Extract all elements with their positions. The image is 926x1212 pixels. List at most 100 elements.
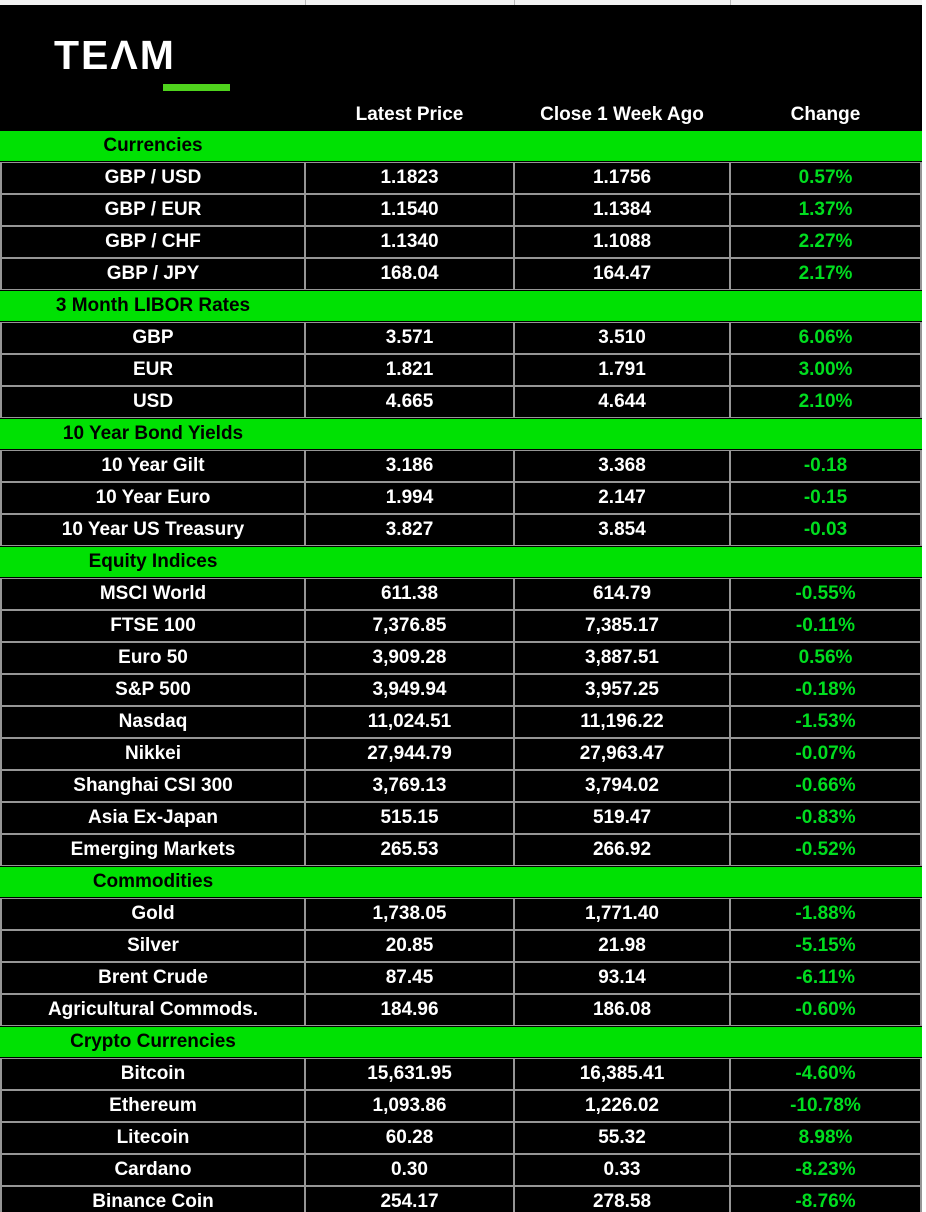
row-label: Gold: [2, 899, 304, 929]
change-cell: 0.57%: [731, 163, 920, 193]
section-band-equity-indices: Equity Indices: [0, 547, 922, 577]
table-row-eur: EUR 1.821 1.791 3.00%: [0, 354, 922, 386]
table-row-emerging-markets: Emerging Markets 265.53 266.92 -0.52%: [0, 834, 922, 866]
table-row-gbp-usd: GBP / USD 1.1823 1.1756 0.57%: [0, 162, 922, 194]
latest-price-cell: 3.571: [306, 323, 513, 353]
row-label: GBP: [2, 323, 304, 353]
close-week-ago-cell: 27,963.47: [515, 739, 729, 769]
row-label: 10 Year Gilt: [2, 451, 304, 481]
table-row-asia-ex-japan: Asia Ex-Japan 515.15 519.47 -0.83%: [0, 802, 922, 834]
row-label: GBP / EUR: [2, 195, 304, 225]
section-band-crypto-currencies: Crypto Currencies: [0, 1027, 922, 1057]
close-week-ago-cell: 11,196.22: [515, 707, 729, 737]
section-band-10-year-bond-yields: 10 Year Bond Yields: [0, 419, 922, 449]
change-cell: -1.53%: [731, 707, 920, 737]
latest-price-cell: 3,949.94: [306, 675, 513, 705]
close-week-ago-cell: 614.79: [515, 579, 729, 609]
latest-price-cell: 265.53: [306, 835, 513, 865]
change-cell: -0.03: [731, 515, 920, 545]
table-row-gbp: GBP 3.571 3.510 6.06%: [0, 322, 922, 354]
change-cell: -8.23%: [731, 1155, 920, 1185]
table-row-gold: Gold 1,738.05 1,771.40 -1.88%: [0, 898, 922, 930]
change-cell: 1.37%: [731, 195, 920, 225]
row-label: Brent Crude: [2, 963, 304, 993]
close-week-ago-cell: 7,385.17: [515, 611, 729, 641]
latest-price-cell: 1.994: [306, 483, 513, 513]
row-label: USD: [2, 387, 304, 417]
latest-price-cell: 60.28: [306, 1123, 513, 1153]
row-label: Cardano: [2, 1155, 304, 1185]
table-row-litecoin: Litecoin 60.28 55.32 8.98%: [0, 1122, 922, 1154]
change-cell: 2.27%: [731, 227, 920, 257]
table-row-euro-50: Euro 50 3,909.28 3,887.51 0.56%: [0, 642, 922, 674]
close-week-ago-cell: 3.854: [515, 515, 729, 545]
logo-text-right: ΛM: [110, 32, 176, 78]
close-week-ago-cell: 164.47: [515, 259, 729, 289]
table-row-usd: USD 4.665 4.644 2.10%: [0, 386, 922, 418]
change-cell: 8.98%: [731, 1123, 920, 1153]
row-label: Bitcoin: [2, 1059, 304, 1089]
latest-price-cell: 0.30: [306, 1155, 513, 1185]
latest-price-cell: 1,738.05: [306, 899, 513, 929]
close-week-ago-cell: 519.47: [515, 803, 729, 833]
section-title: Commodities: [92, 871, 214, 892]
change-cell: -8.76%: [731, 1187, 920, 1212]
section-title: Crypto Currencies: [70, 1031, 236, 1052]
latest-price-cell: 1.1340: [306, 227, 513, 257]
row-label: Binance Coin: [2, 1187, 304, 1212]
section-band-commodities: Commodities: [0, 867, 922, 897]
row-label: GBP / USD: [2, 163, 304, 193]
row-label: GBP / JPY: [2, 259, 304, 289]
logo-area: TEΛM: [0, 5, 922, 96]
change-cell: -0.18: [731, 451, 920, 481]
latest-price-cell: 1.1540: [306, 195, 513, 225]
close-week-ago-cell: 186.08: [515, 995, 729, 1025]
section-title: 3 Month LIBOR Rates: [55, 295, 251, 316]
row-label: Emerging Markets: [2, 835, 304, 865]
row-label: 10 Year Euro: [2, 483, 304, 513]
change-cell: 0.56%: [731, 643, 920, 673]
change-cell: -1.88%: [731, 899, 920, 929]
change-cell: -0.07%: [731, 739, 920, 769]
close-week-ago-cell: 1,771.40: [515, 899, 729, 929]
table-row-10-year-euro: 10 Year Euro 1.994 2.147 -0.15: [0, 482, 922, 514]
table-row-agricultural-commods: Agricultural Commods. 184.96 186.08 -0.60%: [0, 994, 922, 1026]
row-label: Ethereum: [2, 1091, 304, 1121]
section-band-currencies: Currencies: [0, 131, 922, 161]
row-label: GBP / CHF: [2, 227, 304, 257]
latest-price-cell: 4.665: [306, 387, 513, 417]
table-row-brent-crude: Brent Crude 87.45 93.14 -6.11%: [0, 962, 922, 994]
table-row-msci-world: MSCI World 611.38 614.79 -0.55%: [0, 578, 922, 610]
latest-price-cell: 1.821: [306, 355, 513, 385]
change-cell: -0.55%: [731, 579, 920, 609]
change-cell: 6.06%: [731, 323, 920, 353]
close-week-ago-cell: 2.147: [515, 483, 729, 513]
latest-price-cell: 611.38: [306, 579, 513, 609]
latest-price-cell: 168.04: [306, 259, 513, 289]
row-label: Nasdaq: [2, 707, 304, 737]
team-logo: TEΛM: [54, 32, 231, 91]
row-label: Nikkei: [2, 739, 304, 769]
section-title: Currencies: [103, 135, 203, 156]
latest-price-cell: 15,631.95: [306, 1059, 513, 1089]
close-week-ago-cell: 1.791: [515, 355, 729, 385]
close-week-ago-cell: 1.1756: [515, 163, 729, 193]
row-label: Litecoin: [2, 1123, 304, 1153]
latest-price-cell: 1,093.86: [306, 1091, 513, 1121]
table-row-nikkei: Nikkei 27,944.79 27,963.47 -0.07%: [0, 738, 922, 770]
change-cell: -0.66%: [731, 771, 920, 801]
close-week-ago-cell: 0.33: [515, 1155, 729, 1185]
table-row-s-p-500: S&P 500 3,949.94 3,957.25 -0.18%: [0, 674, 922, 706]
change-cell: 3.00%: [731, 355, 920, 385]
change-cell: -0.60%: [731, 995, 920, 1025]
close-week-ago-cell: 1.1384: [515, 195, 729, 225]
change-header: Change: [790, 104, 861, 125]
table-row-ftse-100: FTSE 100 7,376.85 7,385.17 -0.11%: [0, 610, 922, 642]
section-title: 10 Year Bond Yields: [62, 423, 244, 444]
table-row-10-year-gilt: 10 Year Gilt 3.186 3.368 -0.18: [0, 450, 922, 482]
table-row-ethereum: Ethereum 1,093.86 1,226.02 -10.78%: [0, 1090, 922, 1122]
change-cell: -6.11%: [731, 963, 920, 993]
close-week-ago-cell: 3,887.51: [515, 643, 729, 673]
change-cell: -0.11%: [731, 611, 920, 641]
